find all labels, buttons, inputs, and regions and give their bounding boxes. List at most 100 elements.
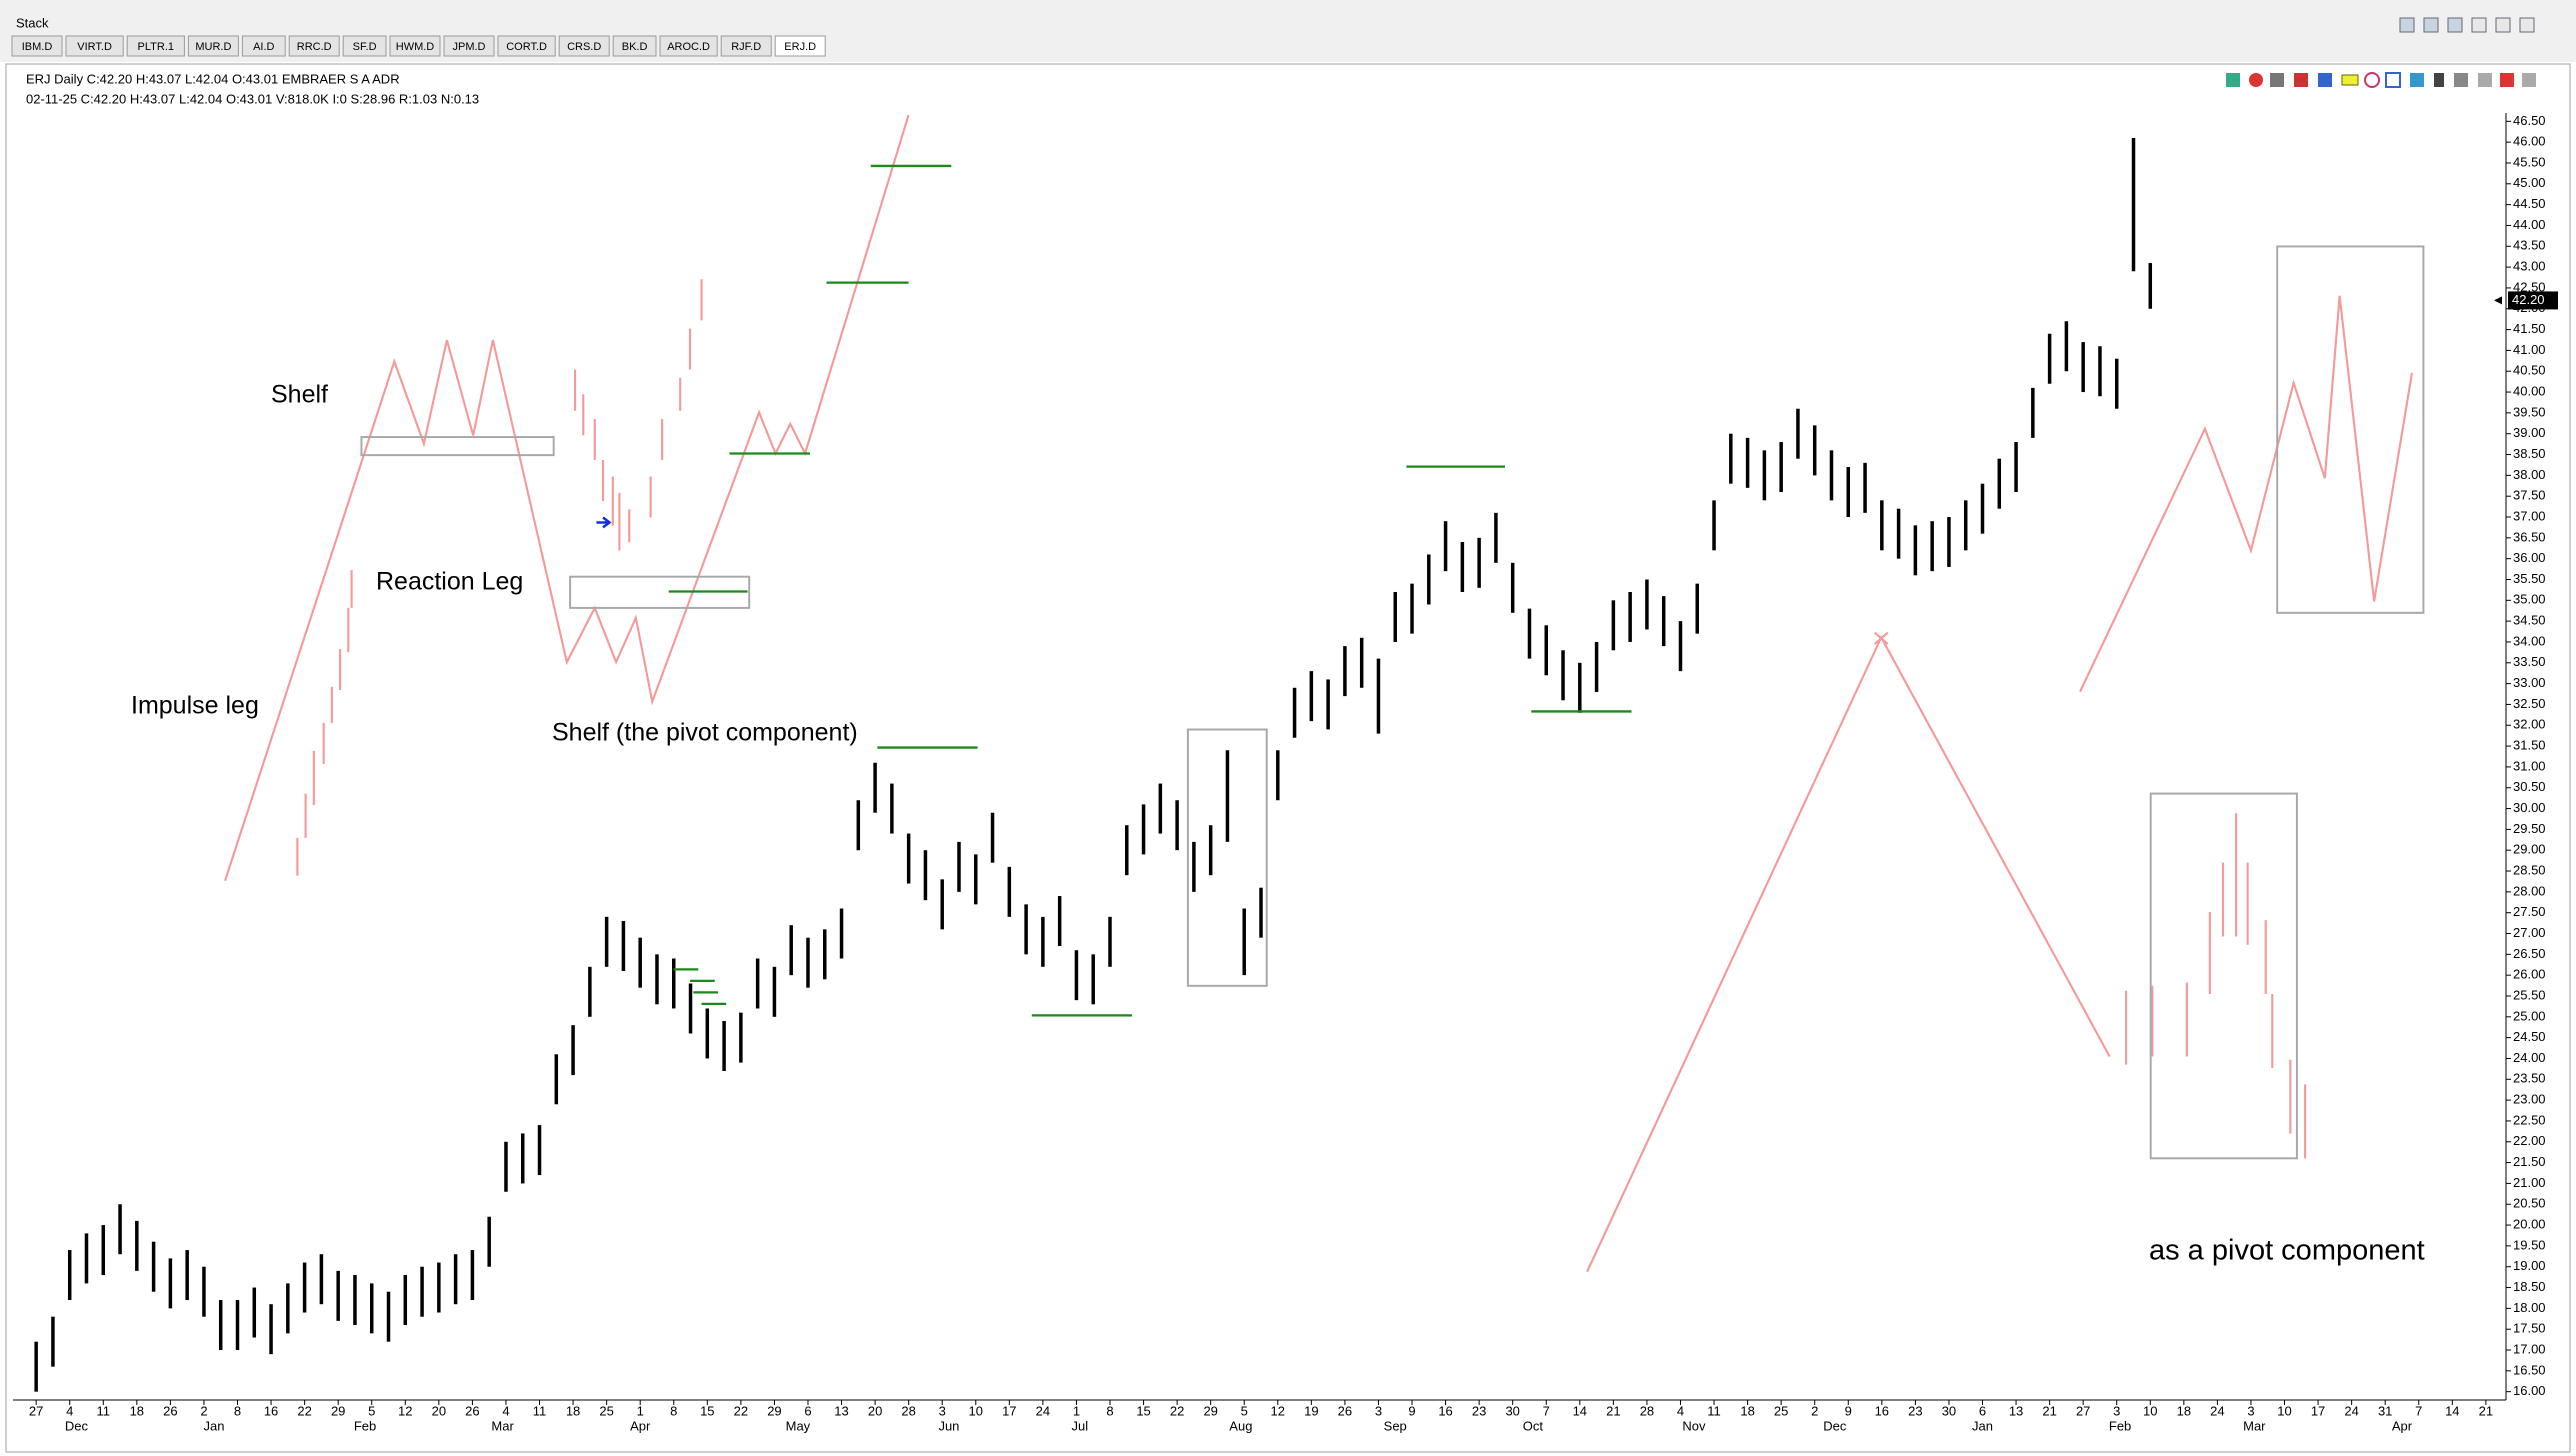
toolbar-icon[interactable] (2294, 73, 2308, 87)
maximize-button[interactable] (2495, 17, 2511, 33)
close-button[interactable] (2519, 17, 2535, 33)
x-tick-label: 18 (566, 1403, 580, 1418)
tab[interactable] (389, 35, 441, 57)
tab-label[interactable]: AROC.D (667, 41, 710, 53)
month-label: Jan (204, 1418, 225, 1433)
x-tick-label: 26 (163, 1403, 177, 1418)
y-tick-label: 19.00 (2513, 1258, 2546, 1273)
tab[interactable] (342, 35, 387, 57)
tab[interactable] (241, 35, 286, 57)
y-tick-label: 45.00 (2513, 175, 2546, 190)
y-tick-label: 18.50 (2513, 1279, 2546, 1294)
y-tick-label: 37.50 (2513, 488, 2546, 503)
tab-label[interactable]: VIRT.D (77, 41, 112, 53)
month-label: Mar (2243, 1418, 2266, 1433)
y-tick-label: 33.50 (2513, 654, 2546, 669)
x-tick-label: 29 (1203, 1403, 1217, 1418)
blue-arrow (596, 516, 612, 529)
level-lines (668, 164, 1632, 1017)
toolbar-icon[interactable] (2434, 73, 2444, 87)
y-tick-label: 31.50 (2513, 738, 2546, 753)
tab-label[interactable]: BK.D (622, 41, 648, 53)
x-tick-label: 7 (2415, 1403, 2422, 1418)
tab-label[interactable]: CORT.D (506, 41, 547, 53)
y-tick-label: 17.50 (2513, 1321, 2546, 1336)
toolbar-icon[interactable] (2500, 73, 2514, 87)
tab-label[interactable]: RRC.D (297, 41, 332, 53)
x-tick-label: 30 (1505, 1403, 1519, 1418)
y-tick-label: 29.50 (2513, 821, 2546, 836)
x-tick-label: 20 (868, 1403, 882, 1418)
x-tick-label: 19 (1304, 1403, 1318, 1418)
x-tick-label: 25 (1774, 1403, 1788, 1418)
tab[interactable] (443, 35, 495, 57)
x-tick-label: 8 (670, 1403, 677, 1418)
month-label: Aug (1229, 1418, 1252, 1433)
tab-label[interactable]: MUR.D (195, 41, 231, 53)
y-tick-label: 39.50 (2513, 404, 2546, 419)
toolbar-icon[interactable] (2226, 73, 2240, 87)
tab[interactable] (720, 35, 772, 57)
toolbar-icon[interactable] (2478, 73, 2492, 87)
toolbar-icon[interactable] (2522, 73, 2536, 87)
toolbar-icon[interactable] (2270, 73, 2284, 87)
toolbar-icon[interactable] (2341, 74, 2359, 86)
toolbar-icon[interactable] (2410, 73, 2424, 87)
control-icon[interactable] (2399, 17, 2415, 33)
tab[interactable] (126, 35, 185, 57)
y-tick-label: 20.00 (2513, 1217, 2546, 1232)
x-tick-label: 16 (264, 1403, 278, 1418)
tab-label[interactable]: IBM.D (22, 41, 53, 53)
x-tick-label: 18 (130, 1403, 144, 1418)
tab[interactable] (65, 35, 124, 57)
tab-label[interactable]: JPM.D (453, 41, 486, 53)
y-tick-label: 24.50 (2513, 1029, 2546, 1044)
x-tick-label: 17 (2311, 1403, 2325, 1418)
tab-label[interactable]: CRS.D (567, 41, 601, 53)
x-tick-label: 8 (1106, 1403, 1113, 1418)
y-tick-label: 27.00 (2513, 925, 2546, 940)
tab[interactable] (497, 35, 556, 57)
x-tick-label: 14 (2445, 1403, 2459, 1418)
toolbar-icon[interactable] (2454, 73, 2468, 87)
control-icon[interactable] (2423, 17, 2439, 33)
x-tick-label: 16 (1438, 1403, 1452, 1418)
x-tick-label: 15 (1136, 1403, 1150, 1418)
toolbar-icon[interactable] (2385, 72, 2401, 88)
tab[interactable] (659, 35, 718, 57)
tab[interactable] (558, 35, 610, 57)
month-label: Jul (1071, 1418, 1088, 1433)
tab-label[interactable]: RJF.D (731, 41, 761, 53)
tab-label[interactable]: SF.D (353, 41, 377, 53)
last-price-marker (2508, 291, 2558, 310)
tab-label[interactable]: ERJ.D (784, 41, 816, 53)
x-tick-label: 22 (297, 1403, 311, 1418)
x-tick-label: 22 (734, 1403, 748, 1418)
tab[interactable] (11, 35, 63, 57)
tab[interactable] (187, 35, 239, 57)
toolbar-icon[interactable] (2364, 72, 2380, 88)
x-tick-label: 3 (2247, 1403, 2254, 1418)
tab-label[interactable]: HWM.D (396, 41, 435, 53)
tab[interactable] (612, 35, 657, 57)
toolbar-icon[interactable] (2318, 73, 2332, 87)
minimize-button[interactable] (2471, 17, 2487, 33)
y-tick-label: 46.00 (2513, 134, 2546, 149)
drawn-mark (1873, 631, 1889, 645)
y-tick-label: 30.50 (2513, 779, 2546, 794)
control-icon[interactable] (2447, 17, 2463, 33)
y-tick-label: 41.50 (2513, 321, 2546, 336)
tab-label[interactable]: PLTR.1 (138, 41, 174, 53)
tab[interactable] (774, 35, 826, 57)
toolbar-icon[interactable] (2249, 73, 2263, 87)
tab-bar: IBM.D VIRT.D PLTR.1 MUR.D AI.D RRC.D SF.D HWM.D… (11, 35, 826, 57)
y-tick-label: 38.50 (2513, 446, 2546, 461)
annotation: Shelf (the pivot component) (552, 719, 858, 747)
drawn-line (224, 114, 910, 881)
x-tick-label: 24 (1036, 1403, 1050, 1418)
y-tick-label: 40.00 (2513, 383, 2546, 398)
tab-label[interactable]: AI.D (253, 41, 274, 53)
y-tick-label: 35.50 (2513, 571, 2546, 586)
x-tick-label: 16 (1875, 1403, 1889, 1418)
tab[interactable] (288, 35, 340, 57)
